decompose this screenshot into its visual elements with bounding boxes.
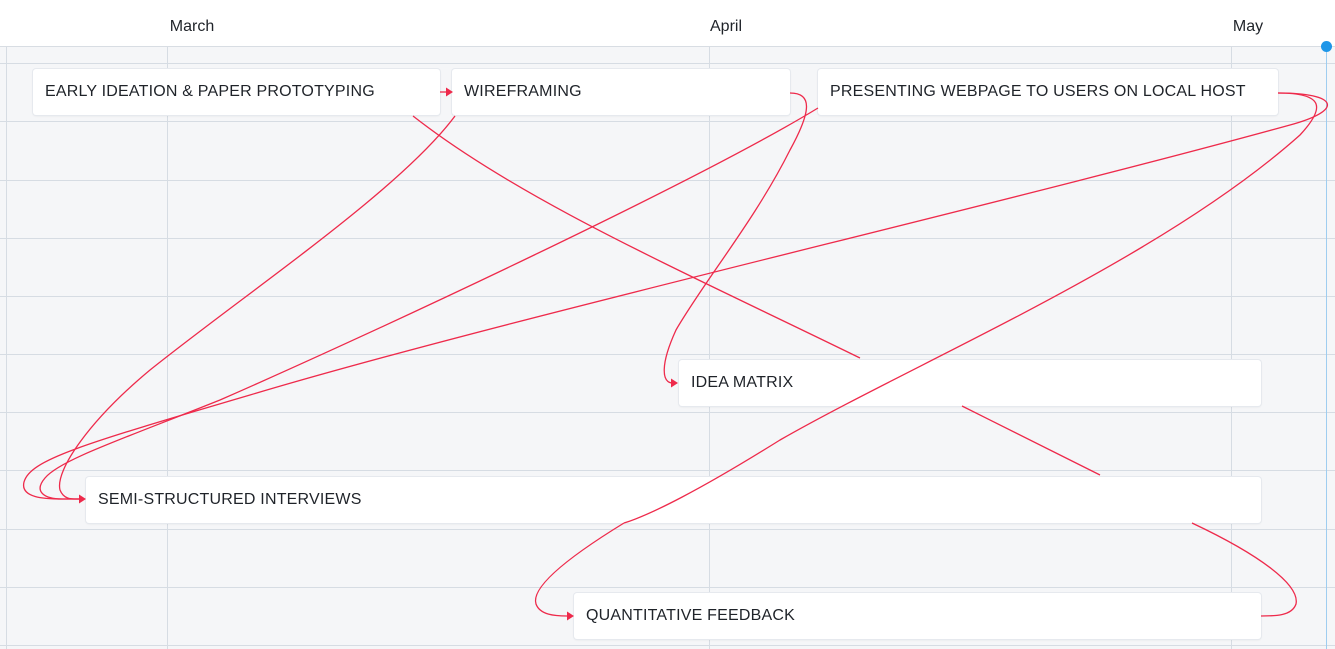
grid-line [0,354,1335,355]
task-presenting-webpage[interactable]: PRESENTING WEBPAGE TO USERS ON LOCAL HOS… [818,69,1278,115]
task-idea-matrix[interactable]: IDEA MATRIX [679,360,1261,406]
task-label: SEMI-STRUCTURED INTERVIEWS [98,491,362,508]
timeline-header: March April May [0,0,1335,47]
grid-line [1231,47,1232,649]
month-label-may: May [1232,18,1264,35]
task-wireframing[interactable]: WIREFRAMING [452,69,790,115]
grid-line [709,47,710,649]
month-label-march: March [169,18,215,35]
grid-line [167,47,168,649]
task-semi-structured-interviews[interactable]: SEMI-STRUCTURED INTERVIEWS [86,477,1261,523]
task-label: PRESENTING WEBPAGE TO USERS ON LOCAL HOS… [830,83,1246,100]
grid-line [0,470,1335,471]
today-marker-line [1326,46,1327,649]
grid-line [0,238,1335,239]
task-early-ideation[interactable]: EARLY IDEATION & PAPER PROTOTYPING [33,69,440,115]
month-label-april: April [709,18,743,35]
timeline-grid[interactable] [0,47,1335,649]
grid-line [6,47,7,649]
task-label: QUANTITATIVE FEEDBACK [586,607,795,624]
grid-line [0,180,1335,181]
grid-line [0,296,1335,297]
grid-line [0,412,1335,413]
grid-line [0,645,1335,646]
grid-line [0,529,1335,530]
grid-line [0,121,1335,122]
grid-line [0,63,1335,64]
task-quantitative-feedback[interactable]: QUANTITATIVE FEEDBACK [574,593,1261,639]
task-label: IDEA MATRIX [691,374,794,391]
task-label: WIREFRAMING [464,83,582,100]
grid-line [0,587,1335,588]
task-label: EARLY IDEATION & PAPER PROTOTYPING [45,83,375,100]
today-marker-handle[interactable] [1321,41,1332,52]
